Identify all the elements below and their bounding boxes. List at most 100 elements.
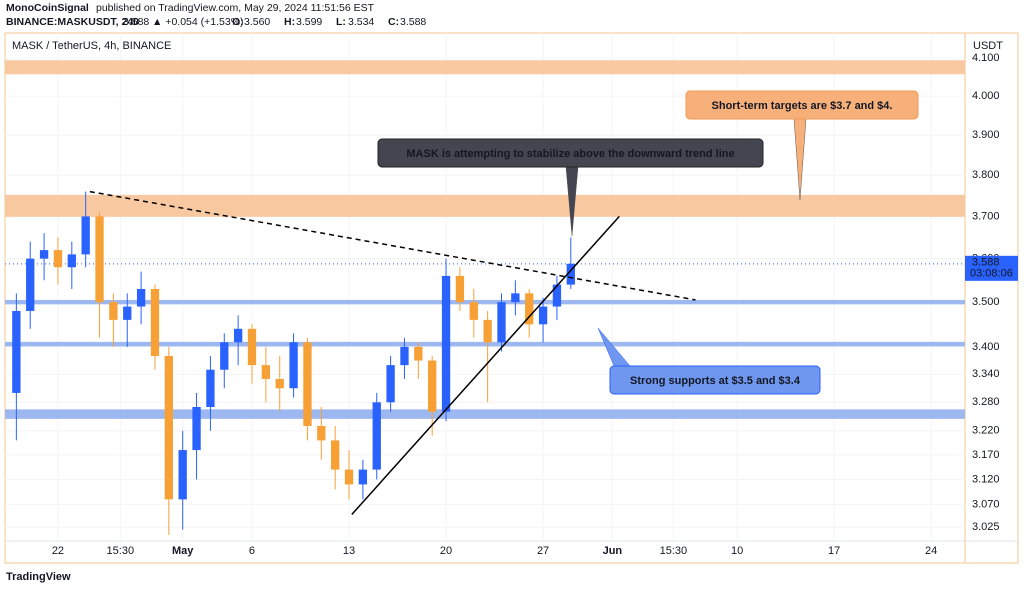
ohlc-value: 3.599 (296, 16, 322, 28)
y-tick-label: 3.120 (972, 473, 1000, 485)
candle-body (525, 293, 534, 325)
candle-body (358, 469, 368, 485)
x-tick-label: 15:30 (107, 545, 135, 557)
plot-area (5, 33, 965, 541)
price-zone (5, 60, 965, 75)
candle-body (12, 310, 21, 393)
candle-body (247, 328, 257, 366)
x-tick-label: 13 (343, 545, 355, 557)
ohlc-label: L: (336, 16, 346, 28)
price-label-box (965, 255, 1018, 281)
price-zone (5, 341, 965, 347)
candle-body (483, 319, 492, 343)
candle-body (220, 342, 229, 370)
x-tick-label: May (172, 545, 194, 557)
x-tick-label: 24 (925, 545, 937, 557)
candle-body (372, 402, 381, 470)
y-tick-label: 3.170 (972, 449, 1000, 461)
candle-body (192, 407, 201, 451)
candle-body (39, 250, 49, 259)
price-zone (5, 299, 965, 305)
x-tick-label: 15:30 (660, 545, 688, 557)
author: MonoCoinSignal (6, 2, 89, 14)
currency: USDT (973, 40, 1003, 52)
ohlc-label: O: (232, 16, 244, 28)
candle-body (178, 450, 187, 500)
y-tick-label: 3.280 (972, 396, 1000, 408)
candle-body (497, 302, 506, 343)
candle-body (552, 284, 562, 307)
y-tick-label: 3.340 (972, 368, 1000, 380)
callout-text: Strong supports at $3.5 and $3.4 (630, 375, 801, 387)
candle-body (414, 346, 423, 361)
callout-text: MASK is attempting to stabilize above th… (406, 148, 734, 160)
candle-body (469, 302, 478, 320)
candle-body (331, 440, 340, 470)
candle-body (206, 369, 215, 408)
trendline (351, 215, 620, 515)
x-tick-label: 6 (249, 545, 255, 557)
y-tick-label: 3.220 (972, 425, 1000, 437)
candle-body (81, 216, 90, 255)
candle-body (386, 365, 395, 403)
y-tick-label: 3.070 (972, 498, 1000, 510)
x-tick-label: 10 (731, 545, 743, 557)
candle-body (95, 216, 104, 303)
candle-body (428, 360, 437, 412)
candle-body (67, 254, 76, 268)
symbol: BINANCE:MASKUSDT, 240 (6, 16, 139, 28)
candle-body (136, 288, 146, 307)
price-zone (5, 409, 965, 419)
trendline (89, 190, 696, 301)
ohlc-value: 3.560 (244, 16, 270, 28)
ohlc-label: C: (388, 16, 399, 28)
ohlc-label: H: (284, 16, 295, 28)
candle-body (275, 378, 284, 389)
candle-body (400, 346, 409, 366)
candle-body (303, 342, 312, 426)
callout-box (609, 365, 821, 395)
y-tick-label: 3.400 (972, 341, 1000, 353)
candle-body (441, 275, 451, 412)
published: published on TradingView.com, May 29, 20… (96, 2, 375, 14)
candle-body (109, 302, 118, 320)
candle-body (261, 365, 271, 379)
ohlc-value: 3.534 (348, 16, 374, 28)
x-tick-label: 17 (828, 545, 840, 557)
y-tick-label: 3.900 (972, 129, 1000, 141)
y-tick-label: 3.025 (972, 521, 1000, 533)
price-zone (5, 194, 965, 217)
y-tick-label: 3.800 (972, 169, 1000, 181)
frame (4, 32, 1019, 564)
candle-body (344, 469, 354, 485)
candle-body (53, 250, 63, 268)
y-tick-label: 3.500 (972, 296, 1000, 308)
chart-title: MASK / TetherUS, 4h, BINANCE (12, 40, 171, 52)
ohlc-value: 3.588 (400, 16, 426, 28)
x-tick-label: 27 (537, 545, 549, 557)
candle-body (289, 342, 298, 389)
candle-body (233, 328, 243, 343)
y-tick-label: 4.100 (972, 52, 1000, 64)
change: ▲ +0.054 (+1.53%) (152, 16, 244, 28)
callout-text: Short-term targets are $3.7 and $4. (712, 100, 893, 112)
candle-body (123, 306, 132, 320)
countdown: 03:08:06 (970, 268, 1013, 280)
x-tick-label: 20 (440, 545, 452, 557)
price-label: 3.588 (972, 257, 1000, 269)
y-tick-label: 4.000 (972, 90, 1000, 102)
candle-body (455, 275, 465, 303)
candle-body (317, 425, 326, 441)
candle-body (538, 306, 548, 325)
logo: TradingView (6, 571, 71, 583)
x-tick-label: 22 (52, 545, 64, 557)
candle-body (26, 258, 35, 311)
callout-box (377, 138, 764, 168)
candle-body (566, 263, 575, 285)
price: 3.588 (123, 16, 149, 28)
callout-box (685, 90, 919, 120)
x-tick-label: Jun (603, 545, 623, 557)
candle-body (511, 293, 520, 303)
candle-body (150, 288, 160, 356)
